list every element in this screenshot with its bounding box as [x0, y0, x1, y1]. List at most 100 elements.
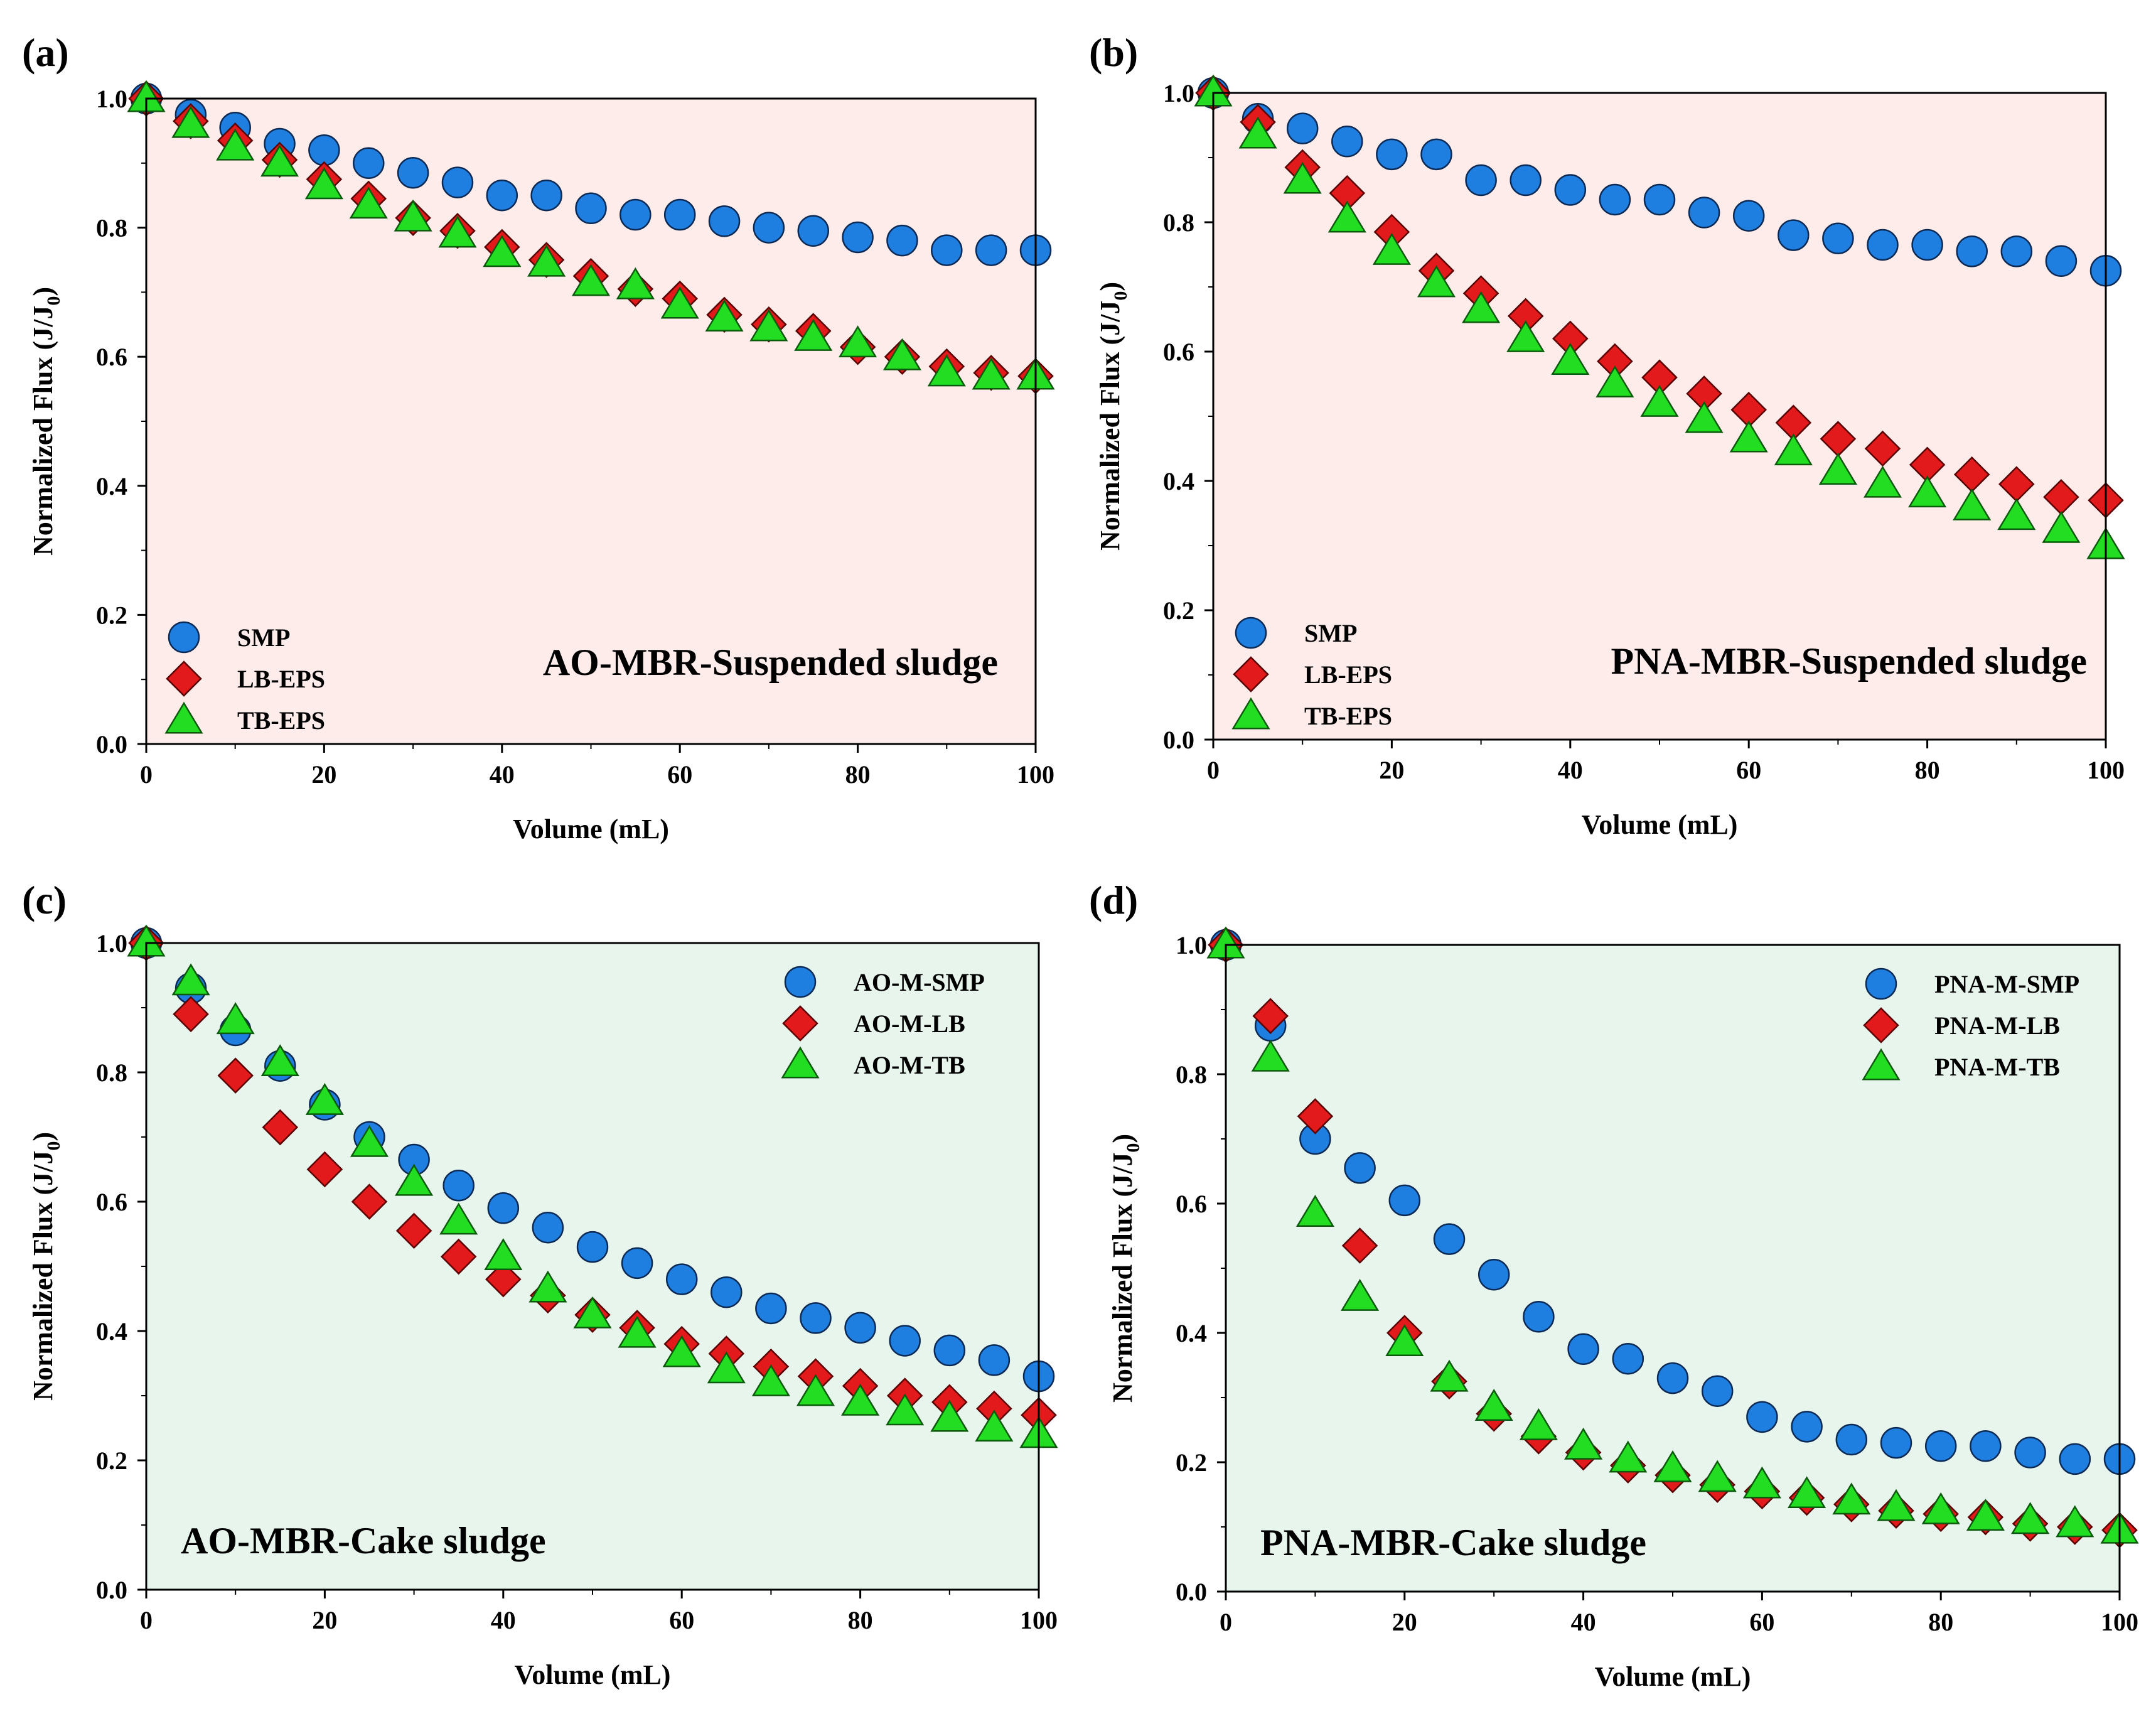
- plot-frame: [1225, 944, 2121, 1593]
- data-point: [794, 318, 833, 351]
- legend-label: AO-M-LB: [854, 1010, 965, 1038]
- data-point: [1567, 1333, 1599, 1365]
- data-point: [1519, 1408, 1558, 1440]
- data-point: [1478, 1259, 1510, 1291]
- data-point: [753, 212, 785, 244]
- data-point: [751, 1364, 790, 1396]
- data-point: [797, 215, 829, 247]
- panel-label: (c): [22, 878, 67, 922]
- data-point: [395, 1212, 432, 1249]
- x-axis: 0 20 40 60 80 100: [1207, 740, 2125, 784]
- x-tick-label: 40: [1571, 1608, 1596, 1636]
- legend-label: PNA-M-TB: [1934, 1053, 2060, 1081]
- data-point: [1791, 1411, 1823, 1443]
- y-tick-label: 0.4: [1176, 1319, 1207, 1347]
- x-tick-label: 40: [491, 1606, 516, 1634]
- data-point: [930, 1399, 969, 1432]
- legend-label: LB-EPS: [1304, 660, 1392, 689]
- legend: SMP LB-EPS TB-EPS: [1231, 617, 1392, 730]
- legend-marker: [166, 660, 202, 697]
- plot-frame: [145, 97, 1037, 745]
- data-point: [1474, 1389, 1513, 1421]
- x-tick-label: 60: [1736, 756, 1761, 784]
- legend-label: TB-EPS: [237, 706, 325, 735]
- data-point: [308, 134, 340, 166]
- legend-label: PNA-M-LB: [1934, 1011, 2060, 1040]
- data-point: [975, 1409, 1014, 1442]
- data-point: [1911, 229, 1943, 261]
- data-point: [796, 1374, 835, 1406]
- data-point: [1864, 430, 1901, 467]
- data-point: [530, 179, 562, 212]
- y-tick-label: 0.8: [1176, 1060, 1207, 1089]
- data-point: [755, 1292, 787, 1325]
- legend-label: LB-EPS: [237, 665, 325, 693]
- legend-marker: [1231, 697, 1270, 730]
- y-tick-label: 1.0: [96, 929, 127, 957]
- y-tick-label: 0.2: [96, 601, 127, 629]
- panel-label: (b): [1089, 30, 1138, 75]
- data-point: [1612, 1342, 1644, 1375]
- data-point: [353, 147, 385, 180]
- data-point: [1997, 498, 2036, 531]
- data-point: [839, 325, 877, 358]
- legend-marker: [164, 701, 203, 734]
- data-point: [1523, 1301, 1555, 1333]
- x-tick-label: 60: [1749, 1608, 1774, 1636]
- data-point: [1238, 116, 1277, 149]
- legend: SMP LB-EPS TB-EPS: [164, 621, 325, 735]
- data-point: [1388, 1184, 1421, 1217]
- data-point: [665, 1263, 698, 1295]
- data-point: [305, 1082, 344, 1115]
- x-tick-label: 80: [1928, 1608, 1953, 1636]
- y-axis-title-main: Normalized Flux (J/J: [1107, 1153, 1138, 1403]
- data-point: [1822, 222, 1854, 254]
- panel-d: (d) 0 20 40 60 80 100 0.0 0.2 0.4 0.6 0.8 1.0 Volume …: [1089, 878, 2139, 1692]
- data-point: [2059, 1443, 2091, 1475]
- data-point: [1924, 1430, 1957, 1462]
- data-point: [1564, 1427, 1603, 1460]
- data-point: [660, 286, 699, 319]
- data-point: [1656, 1362, 1689, 1394]
- data-point: [573, 1296, 612, 1329]
- y-axis-title: Normalized Flux (J/J0): [1107, 1134, 1144, 1403]
- y-axis-title-subscript: 0: [43, 296, 64, 306]
- y-tick-label: 0.4: [96, 472, 127, 500]
- legend-marker: [1865, 967, 1897, 1000]
- data-point: [1921, 1492, 1960, 1524]
- y-tick-label: 1.0: [1163, 79, 1194, 107]
- legend: PNA-M-SMP PNA-M-LB PNA-M-TB: [1862, 967, 2079, 1081]
- data-point: [484, 1238, 523, 1271]
- data-point: [441, 166, 474, 198]
- legend-label: SMP: [1304, 619, 1357, 647]
- y-axis-title-close: ): [28, 1132, 58, 1141]
- y-tick-label: 0.6: [1176, 1190, 1207, 1218]
- x-tick-label: 40: [490, 760, 515, 789]
- x-tick-label: 80: [848, 1606, 873, 1634]
- x-tick-label: 40: [1558, 756, 1583, 784]
- x-axis-title: Volume (mL): [1595, 1661, 1751, 1692]
- y-axis-title: Normalized Flux (J/J0): [28, 287, 64, 556]
- data-point: [708, 205, 741, 237]
- data-point: [1688, 197, 1720, 229]
- data-point: [1599, 183, 1631, 216]
- data-point: [841, 1383, 880, 1416]
- data-point: [1732, 200, 1765, 232]
- data-point: [571, 264, 611, 296]
- data-point: [1341, 1278, 1380, 1311]
- data-point: [1417, 265, 1456, 298]
- data-point: [528, 1270, 567, 1303]
- data-point: [1953, 488, 1992, 520]
- data-point: [438, 215, 477, 248]
- data-point: [1970, 1430, 2002, 1462]
- data-point: [1551, 343, 1590, 375]
- data-point: [1344, 1152, 1376, 1184]
- data-point: [1510, 164, 1542, 197]
- data-point: [1372, 232, 1411, 265]
- y-axis-title-subscript: 0: [43, 1141, 64, 1151]
- data-point: [1283, 161, 1322, 194]
- legend-marker: [1233, 656, 1269, 693]
- y-axis-title-main: Normalized Flux (J/J: [28, 1151, 58, 1401]
- data-point: [439, 1202, 478, 1235]
- data-point: [1880, 1426, 1912, 1459]
